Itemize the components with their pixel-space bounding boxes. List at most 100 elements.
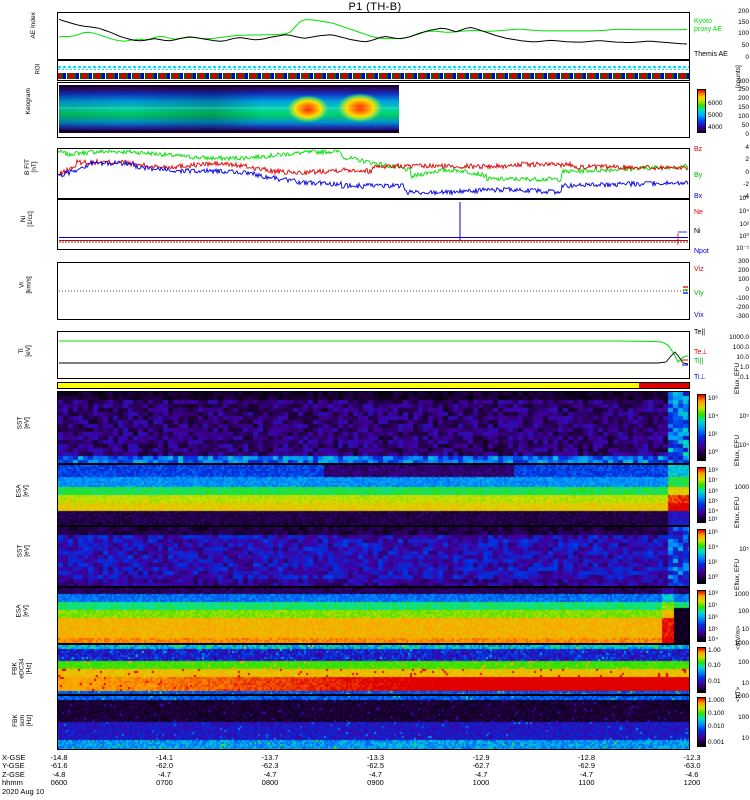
vi-ytick-100: 100 (738, 276, 749, 283)
ni-plot (59, 202, 688, 245)
roi-cyan-trace2 (58, 69, 689, 70)
fbk-scm-colorbar (697, 697, 706, 747)
bfit-ytick-4: 4 (745, 144, 749, 151)
esa1-cb-tick-1e4: 10⁴ (708, 508, 719, 515)
fbk2-cb-tick-0p100: 0.100 (708, 710, 725, 717)
axis-tick-y-gse-1100: -62.9 (577, 761, 596, 771)
keogram-ytick-50: 50 (741, 122, 749, 129)
bfit-ytick-0: 0 (745, 169, 749, 176)
panel-ni (57, 199, 690, 250)
esa-1-colorbar (697, 467, 706, 523)
axis-tick-z-gse-1200: -4.6 (685, 769, 699, 779)
axis-tick-z-gse-0800: -4.7 (263, 769, 277, 779)
keogram-colorbar (697, 89, 706, 133)
ni-ytick-1e2: 10² (739, 221, 749, 228)
panel-ti (57, 331, 690, 379)
panel-fbk-scm-ylabel: FBK scm [Hz] (11, 714, 33, 727)
axis-row-label-y-gse: Y-GSE (2, 761, 25, 771)
axis-tick-x-gse-0900: -13.3 (366, 753, 385, 762)
esa-2-colorbar (697, 590, 706, 642)
vi-plot (59, 286, 688, 294)
panel-ti-ylabel: Ti [eV] (18, 345, 32, 357)
sst1-cb-unit: Eflux, EFU (734, 362, 741, 394)
keogram-ytick-100: 100 (738, 113, 749, 120)
axis-tick-y-gse-0800: -62.3 (261, 761, 279, 771)
keogram-spectrogram (58, 83, 689, 137)
vi-ytick-300: 300 (738, 258, 749, 265)
axis-tick-y-gse-0900: -62.5 (366, 761, 385, 771)
bfit-ytick-m4: -4 (743, 193, 749, 200)
sst-2-colorbar (697, 529, 706, 584)
ti-ytick-100: 100.0 (732, 344, 749, 351)
panel-roi (57, 60, 690, 81)
axis-tick-hhmm-1100: 1100 (578, 778, 595, 788)
legend-ti-par: Ti|| (694, 358, 704, 365)
esa1-cb-tick-1e3: 10³ (708, 516, 718, 523)
axis-tick-y-gse-1200: -63.0 (683, 761, 701, 771)
esa2-cb-unit: Eflux, EFU (734, 558, 741, 590)
panel-sst-2 (57, 526, 690, 587)
fbk1-ytick-100: 100 (738, 659, 749, 666)
legend-viy: Viy (694, 290, 704, 297)
legend-bx: Bx (694, 193, 703, 200)
roi-state-bars (58, 73, 689, 79)
panel-esa-2 (57, 587, 690, 644)
esa1-cb-tick-1e5: 10⁵ (708, 498, 718, 505)
vi-ytick-0: 0 (745, 286, 749, 293)
axis-date-label: 2020 Aug 10 (2, 786, 45, 796)
legend-ne: Ne (694, 209, 703, 216)
fbk2-cb-tick-1p000: 1.000 (708, 697, 725, 704)
panel-fbk-edc34-ylabel: FBK eDC34 [Hz] (11, 658, 33, 679)
legend-vix: Vix (694, 312, 704, 319)
esa-2-spectrogram (58, 588, 689, 643)
axis-tick-hhmm-1200: 1200 (683, 778, 701, 788)
panel-vi (57, 262, 690, 320)
fbk2-cb-unit: <nT> (735, 686, 742, 702)
bfit-ytick-2: 2 (745, 156, 749, 163)
keogram-ytick-250: 250 (738, 86, 749, 93)
fbk-edc34-spectrogram (58, 645, 689, 694)
legend-by: By (694, 172, 703, 179)
fbk1-ytick-1000: 1000 (734, 640, 749, 647)
legend-viz: Viz (694, 266, 704, 273)
mode-status-bar (57, 382, 690, 389)
keogram-ytick-200: 200 (738, 95, 749, 102)
sst-2-spectrogram (58, 527, 689, 586)
esa2-ytick-1000: 1000 (734, 591, 749, 598)
roi-cyan-trace (58, 66, 689, 68)
panel-fbk-scm (57, 695, 690, 750)
status-bar-red (638, 383, 689, 388)
panel-sst-1-ylabel: SST [eV] (16, 416, 30, 430)
panel-esa-1 (57, 464, 690, 526)
sst1-cb-tick-1e6: 10⁶ (708, 395, 718, 402)
fbk-scm-spectrogram (58, 696, 689, 749)
esa1-cb-tick-1e7: 10⁷ (708, 477, 718, 484)
fbk2-cb-tick-0p010: 0.010 (708, 723, 725, 730)
axis-tick-x-gse-1000: -12.9 (472, 753, 490, 762)
sst2-cb-tick-1e4: 10⁴ (708, 544, 719, 551)
esa2-cb-tick-1e7: 10⁷ (708, 602, 718, 609)
esa1-cb-tick-1e6: 10⁶ (708, 488, 718, 495)
ti-plot (59, 340, 689, 366)
panel-sst-1 (57, 391, 690, 464)
legend-ni: Ni (694, 228, 701, 235)
axis-tick-x-gse-0800: -13.7 (261, 753, 279, 762)
legend-te-perp: Te⊥ (694, 349, 708, 356)
fbk2-ytick-100: 100 (738, 714, 749, 721)
keogram-ytick-300: 300 (738, 78, 749, 85)
keogram-ytick-0: 0 (745, 131, 749, 138)
ni-ytick-1e5: 10⁵ (739, 195, 749, 202)
axis-tick-z-gse-0900: -4.7 (369, 769, 382, 779)
panel-b-fit-ylabel: B FIT [nT] (23, 159, 38, 175)
sst1-cb-tick-1e2: 10² (708, 431, 718, 438)
panel-esa-2-ylabel: ESA [eV] (15, 604, 30, 618)
esa2-cb-tick-1e4: 10⁴ (708, 636, 719, 643)
axis-tick-x-gse-1100: -12.8 (577, 753, 596, 762)
fbk1-ytick-10: 10 (741, 680, 749, 687)
ae-ytick-0: 0 (745, 54, 749, 61)
ae-ytick-50: 50 (741, 42, 749, 49)
axis-tick-z-gse-1100: -4.7 (580, 769, 593, 779)
vi-ytick-m300: -300 (735, 313, 749, 320)
sst2-ytick-1e5: 10⁵ (739, 546, 749, 553)
